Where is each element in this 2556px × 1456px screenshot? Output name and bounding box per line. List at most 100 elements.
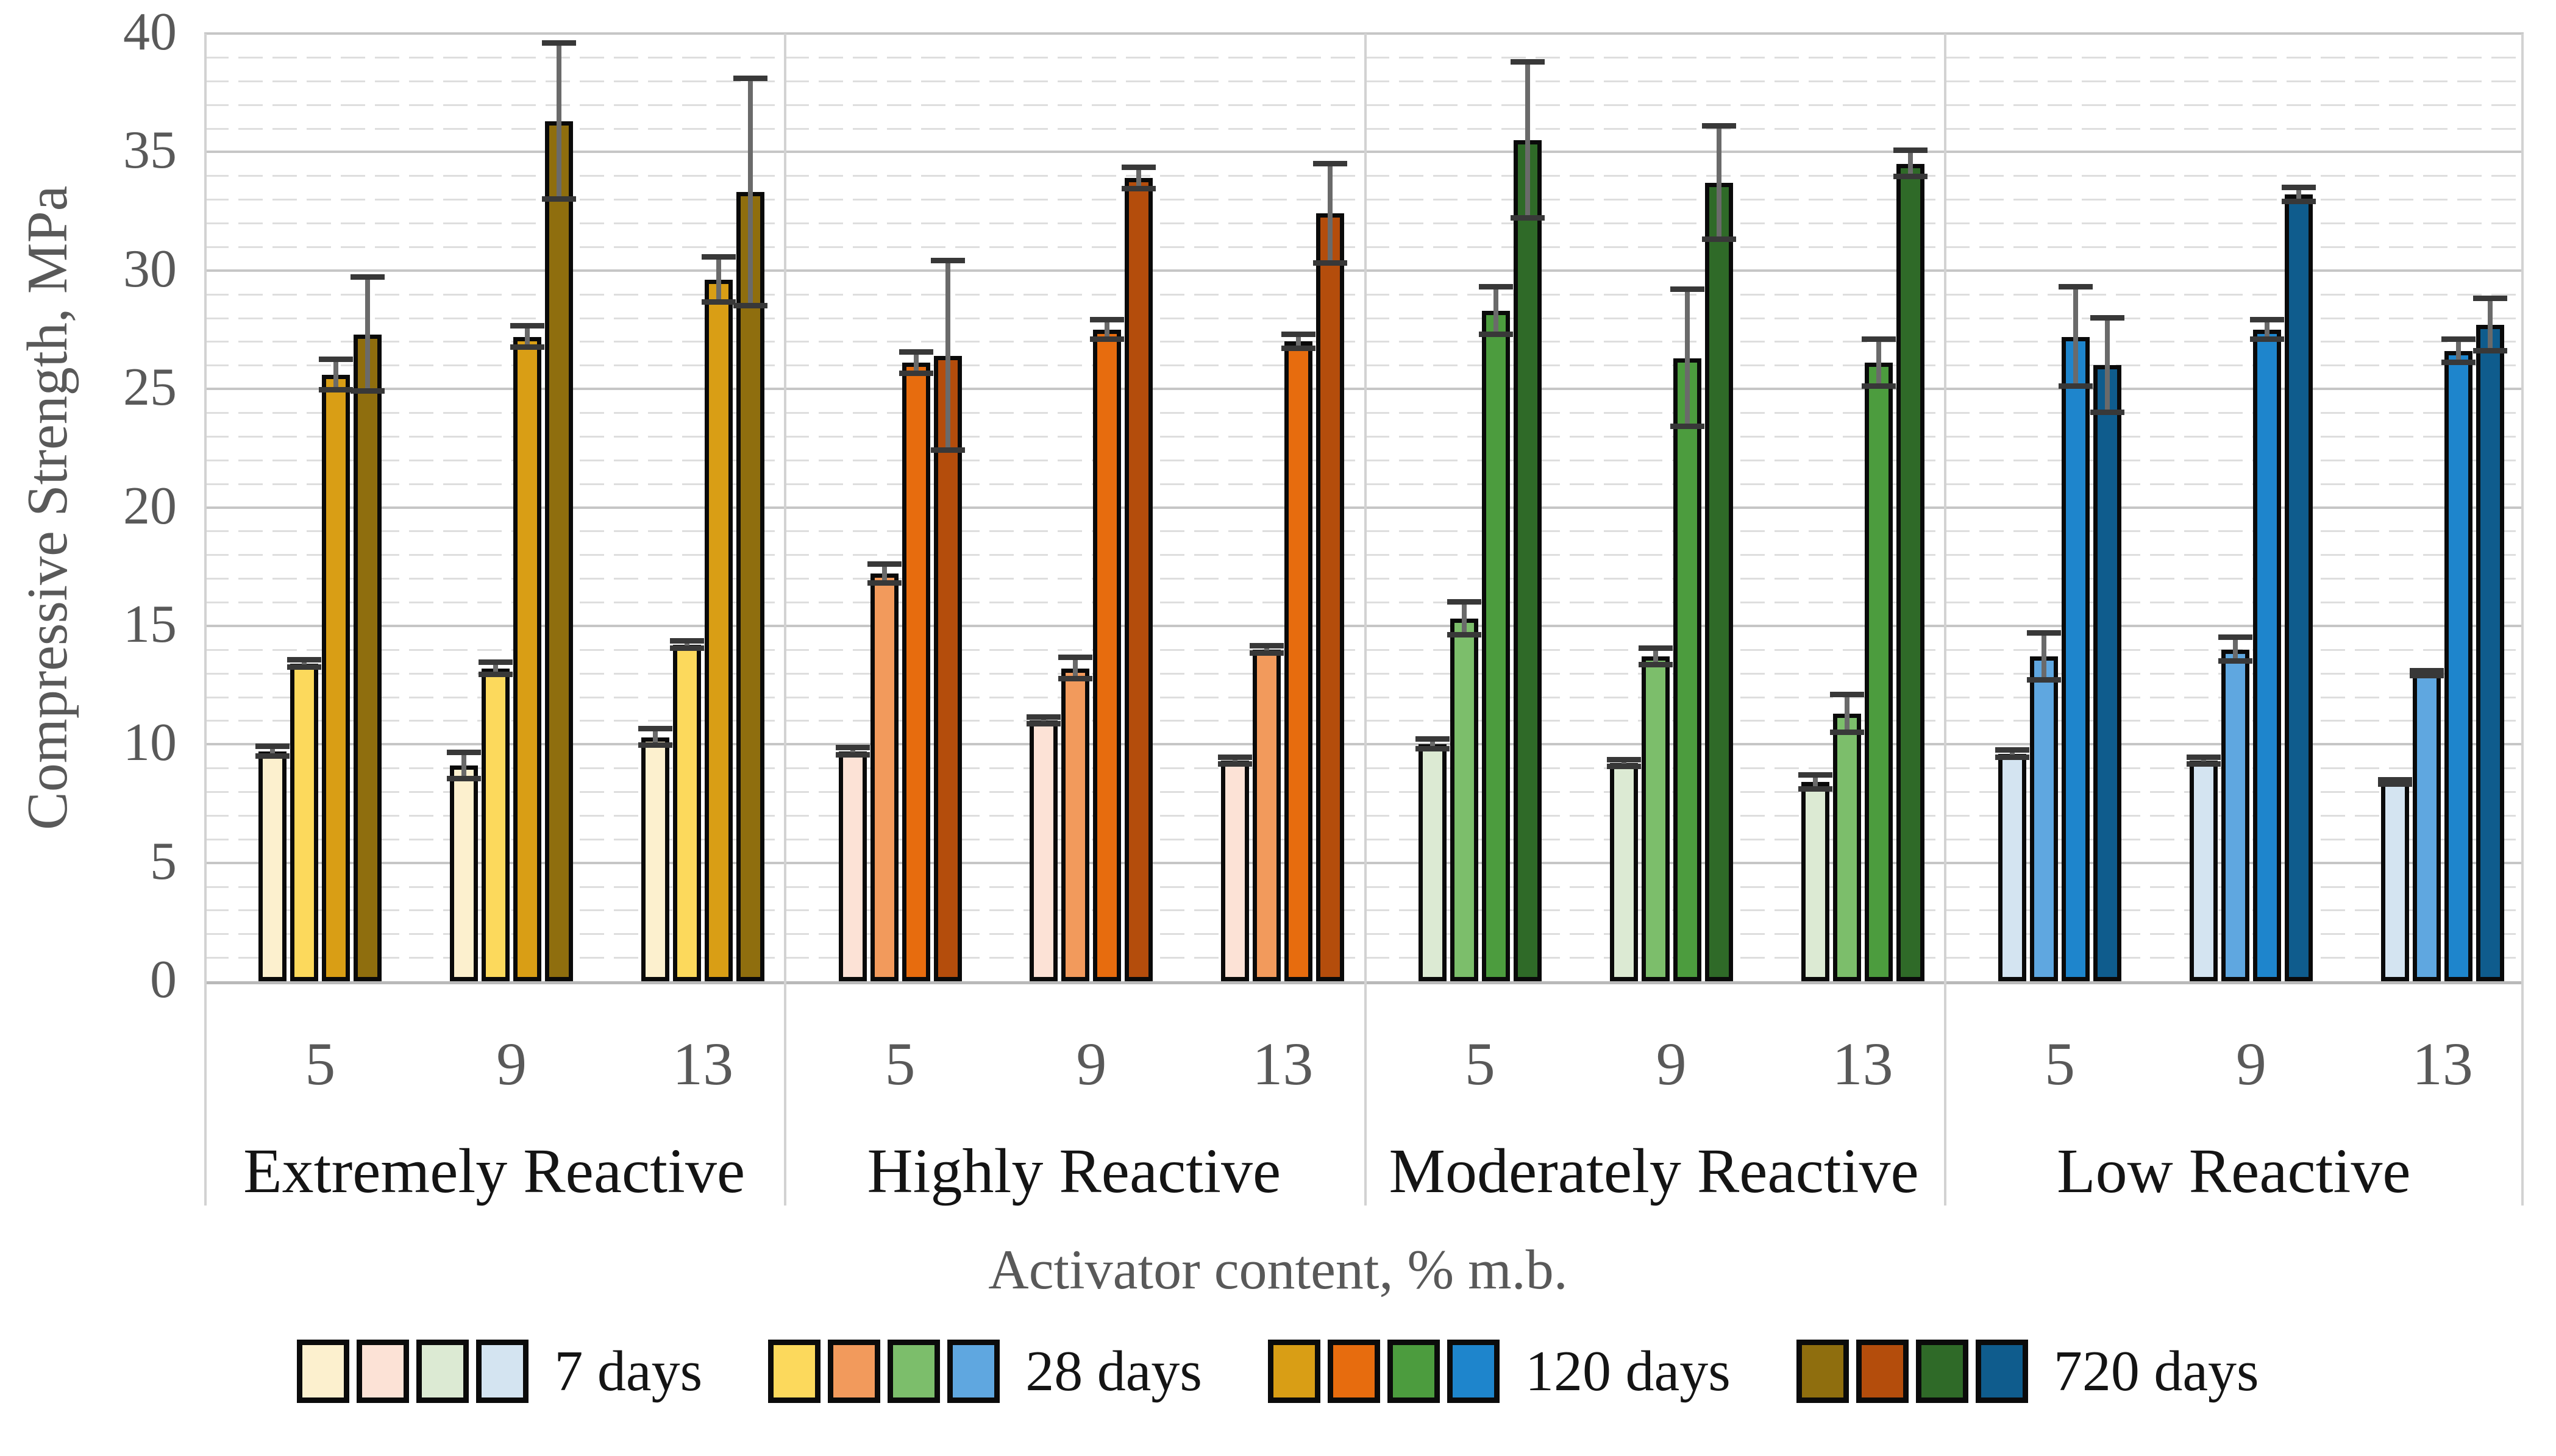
error-bar [1493, 286, 1498, 335]
error-bar-cap [670, 638, 705, 644]
bar [1896, 163, 1924, 981]
group-separator-below-axis [784, 981, 787, 1206]
error-bar [2232, 637, 2238, 662]
legend-swatch [1975, 1340, 2028, 1403]
error-bar-cap [1861, 336, 1896, 342]
error-bar [302, 660, 307, 667]
bar [354, 334, 382, 981]
error-bar-cap [867, 580, 902, 586]
y-tick-label: 40 [123, 2, 177, 62]
error-bar-cap [351, 274, 385, 280]
error-bar [2455, 339, 2461, 363]
error-bar [1429, 739, 1435, 750]
error-bar [881, 564, 887, 583]
error-bar [1105, 320, 1110, 339]
error-bar-cap [1027, 721, 1061, 727]
bar [2412, 673, 2441, 981]
bar [705, 280, 733, 981]
error-bar-cap [2027, 677, 2061, 683]
error-bar-cap [702, 299, 736, 305]
bar [2189, 761, 2218, 981]
legend-item: 720 days [1796, 1338, 2259, 1404]
error-bar [1684, 289, 1690, 427]
plot-area [204, 32, 2524, 984]
error-bar-cap [930, 447, 965, 453]
legend-item: 7 days [297, 1338, 702, 1404]
legend-swatch [1387, 1340, 1440, 1403]
bar [1125, 178, 1153, 981]
y-tick-label: 35 [123, 121, 177, 180]
group-label: Low Reactive [2057, 1136, 2411, 1206]
x-tick-label: 9 [1656, 1030, 1687, 1098]
error-bar-cap [1218, 761, 1253, 767]
group-separator-below-axis [1364, 981, 1367, 1206]
bar [641, 737, 670, 981]
error-bar [2487, 299, 2493, 351]
bar [1998, 753, 2026, 981]
error-bar-cap [1058, 655, 1093, 661]
error-bar-cap [1122, 164, 1156, 170]
y-tick-label: 0 [150, 950, 177, 1009]
error-bar-cap [2186, 761, 2221, 767]
error-bar-cap [542, 40, 577, 46]
error-bar-cap [899, 349, 933, 355]
group-separator [1364, 34, 1367, 981]
error-bar [1525, 62, 1530, 219]
error-bar-cap [2249, 336, 2284, 342]
error-bar-cap [1606, 764, 1641, 770]
error-bar-cap [287, 657, 322, 663]
group-separator [1943, 34, 1946, 981]
error-bar-cap [287, 664, 322, 670]
bar [1832, 713, 1861, 981]
error-bar-cap [1478, 331, 1513, 337]
bar [1061, 668, 1090, 981]
error-bar [1907, 151, 1913, 177]
error-bar [365, 277, 371, 392]
error-bar-cap [1415, 736, 1450, 742]
error-bar [1812, 775, 1818, 790]
bar [545, 121, 574, 981]
error-bar [1073, 658, 1078, 680]
error-bar-cap [638, 742, 673, 748]
bar [450, 765, 479, 981]
bar [736, 192, 765, 981]
error-bar-cap [447, 749, 482, 755]
error-bar [748, 78, 753, 307]
error-bar-cap [1218, 754, 1253, 760]
bar [1316, 213, 1345, 981]
error-bar-cap [1995, 754, 2029, 760]
legend-swatch [297, 1340, 350, 1403]
error-bar-cap [2186, 754, 2221, 760]
bar [322, 374, 351, 981]
group-separator [204, 34, 207, 981]
error-bar-cap [1058, 676, 1093, 682]
error-bar-cap [319, 356, 354, 362]
bar [290, 664, 319, 981]
error-bar [1653, 648, 1658, 666]
legend-swatch [357, 1340, 410, 1403]
legend-swatch [828, 1340, 881, 1403]
error-bar-cap [2059, 383, 2093, 389]
error-bar-cap [1281, 346, 1316, 352]
error-bar [2010, 750, 2015, 758]
bar [2444, 350, 2472, 981]
error-bar [716, 257, 722, 303]
group-label: Highly Reactive [867, 1136, 1281, 1206]
error-bar-cap [2218, 658, 2252, 664]
error-bar-cap [835, 745, 870, 751]
error-bar-cap [1893, 147, 1928, 154]
y-tick-label: 25 [123, 358, 177, 417]
error-bar-cap [2441, 336, 2476, 342]
legend: 7 days 28 days 120 days 720 days [0, 1338, 2556, 1404]
error-bar-cap [899, 370, 933, 376]
bar [1864, 363, 1893, 981]
bar [1221, 761, 1250, 981]
group-label: Extremely Reactive [243, 1136, 746, 1206]
error-bar-cap [835, 751, 870, 758]
bar [1513, 140, 1542, 981]
legend-label: 120 days [1525, 1340, 1731, 1403]
bar [1284, 341, 1313, 981]
legend-swatch [1796, 1340, 1849, 1403]
error-bar [2201, 757, 2206, 765]
